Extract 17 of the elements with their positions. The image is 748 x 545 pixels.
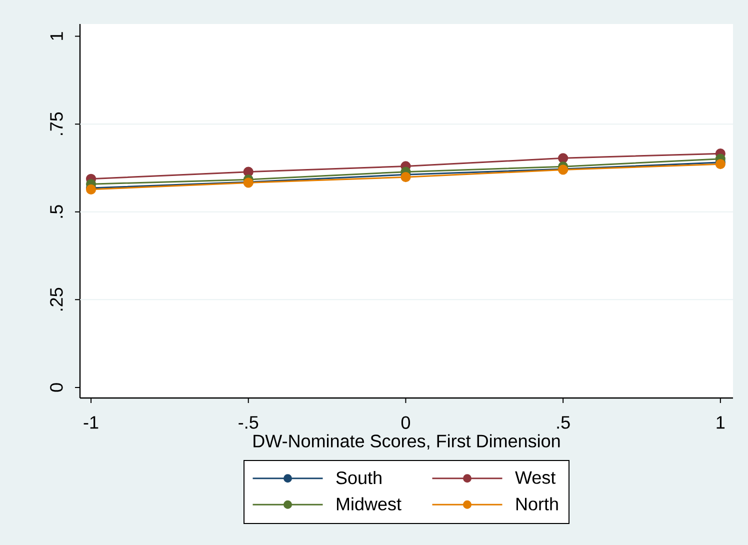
y-tick-label: 0 xyxy=(50,383,63,392)
y-tick-label: .5 xyxy=(50,205,63,218)
legend-label: Midwest xyxy=(336,497,402,510)
x-tick-label: -.5 xyxy=(238,416,258,429)
point xyxy=(558,153,568,164)
y-tick-label: .75 xyxy=(50,112,63,135)
x-tick-label: .5 xyxy=(557,416,570,429)
legend-label: South xyxy=(336,470,382,484)
y-tick-label: 1 xyxy=(50,32,63,40)
point xyxy=(400,172,411,182)
legend-label: West xyxy=(515,471,556,484)
x-tick-label: 0 xyxy=(401,416,410,429)
x-tick-label: -1 xyxy=(84,416,98,429)
y-tick-label: .25 xyxy=(50,288,63,311)
x-tick-label: 1 xyxy=(716,416,725,429)
legend-label: North xyxy=(516,497,558,510)
x-axis-title: DW-Nominate Scores, First Dimension xyxy=(254,434,560,450)
